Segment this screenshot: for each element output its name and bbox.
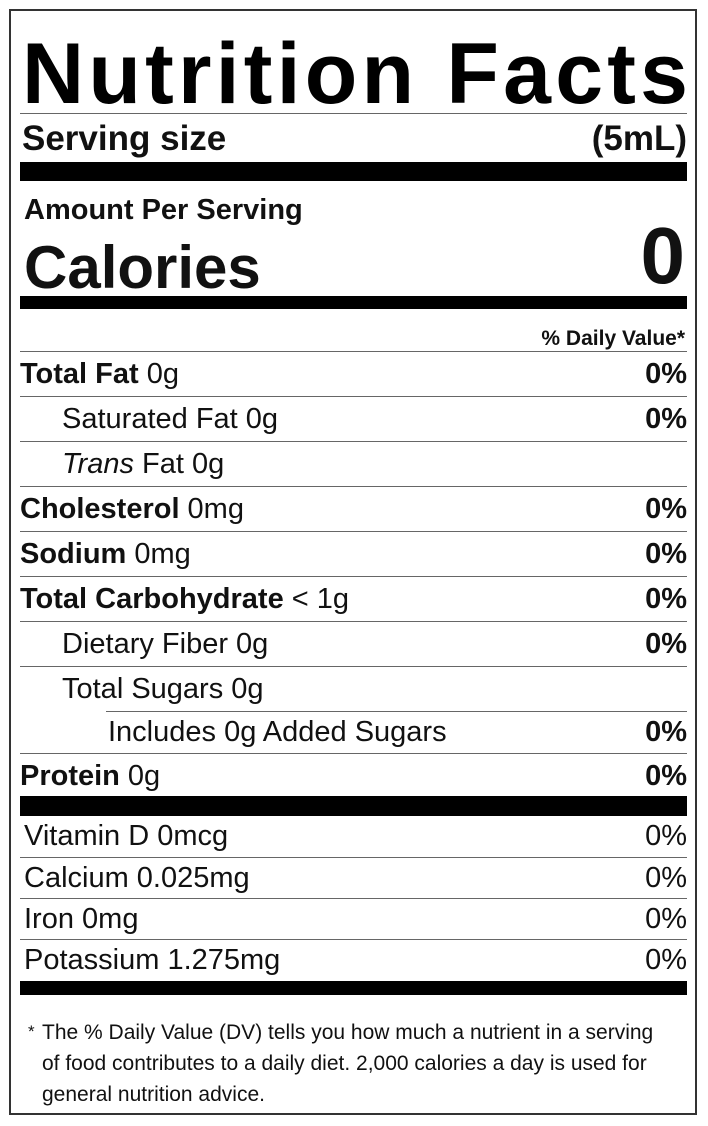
nutrient-row: Cholesterol 0mg 0%: [20, 486, 687, 531]
serving-label: Serving size: [22, 118, 227, 158]
nutrient-row: Total Sugars 0g: [20, 666, 687, 711]
title: Nutrition Facts: [22, 26, 688, 119]
nutrient-name: Total Fat: [20, 357, 139, 390]
vitamin-dv: 0%: [645, 820, 687, 852]
calories-value: 0: [640, 211, 686, 300]
nutrient-name: Cholesterol: [20, 492, 180, 525]
footnote-marker: *: [28, 1022, 35, 1041]
nutrient-row: Sodium 0mg 0%: [20, 531, 687, 576]
nutrient-name: Sodium: [20, 537, 127, 570]
sub-rule: Includes 0g Added Sugars 0%: [106, 711, 687, 753]
nutrient-row: Saturated Fat 0g 0%: [20, 396, 687, 441]
vitamin-dv: 0%: [645, 943, 687, 976]
vitamin-name: Calcium 0.025mg: [24, 861, 250, 894]
nutrient-amount: 0mg: [187, 492, 244, 525]
nutrient-name: Includes 0g Added Sugars: [108, 716, 447, 748]
serving-value: (5mL): [591, 118, 687, 158]
thick-rule: [20, 981, 687, 995]
nutrient-name: Protein: [20, 759, 120, 792]
title-svg: Nutrition Facts: [22, 26, 688, 119]
thick-rule: [20, 796, 687, 816]
nutrient-amount: 0g: [231, 672, 264, 705]
nutrient-row: Trans Fat 0g: [20, 441, 687, 486]
nutrient-dv: 0%: [645, 357, 687, 390]
nutrient-dv: 0%: [645, 402, 687, 435]
nutrient-amount: 0g: [146, 357, 179, 390]
thick-rule: [20, 162, 687, 181]
nutrient-name: Total Carbohydrate: [20, 582, 284, 615]
nutrient-name: Saturated Fat: [62, 402, 238, 435]
nutrient-row: Total Fat 0g 0%: [20, 351, 687, 396]
nutrient-amount: 0g: [245, 402, 278, 435]
vitamin-dv: 0%: [645, 902, 687, 935]
nutrient-row: Protein 0g 0%: [20, 753, 687, 798]
nutrient-amount: 0g: [127, 759, 161, 792]
vitamin-dv: 0%: [645, 861, 687, 894]
vitamin-row: Potassium 1.275mg 0%: [20, 939, 687, 980]
serving-row: Serving size (5mL): [20, 113, 687, 163]
footnote-text: The % Daily Value (DV) tells you how muc…: [42, 1021, 654, 1106]
nutrient-list: Total Fat 0g 0% Saturated Fat 0g 0% Trans Fat…: [20, 351, 687, 798]
nutrient-dv: 0%: [645, 627, 687, 660]
nutrient-amount: < 1g: [291, 582, 349, 615]
vitamin-row: Vitamin D 0mcg 0%: [20, 816, 687, 857]
nutrient-amount: 0mg: [134, 537, 191, 570]
nutrient-dv: 0%: [645, 716, 687, 748]
nutrient-dv: 0%: [645, 492, 687, 525]
nutrient-row: Dietary Fiber 0g 0%: [20, 621, 687, 666]
vitamin-row: Calcium 0.025mg 0%: [20, 857, 687, 898]
footnote: * The % Daily Value (DV) tells you how m…: [28, 1017, 665, 1110]
nutrient-amount: 0g: [236, 627, 269, 660]
calories-label: Calories: [24, 234, 261, 301]
title-box: Nutrition Facts: [20, 23, 688, 119]
nutrient-dv: 0%: [645, 582, 687, 615]
nutrient-row: Total Carbohydrate < 1g 0%: [20, 576, 687, 621]
dv-header: % Daily Value*: [541, 327, 685, 350]
nutrient-name: Dietary Fiber: [62, 627, 228, 660]
vitamin-name: Iron 0mg: [24, 902, 139, 935]
vitamin-name: Potassium 1.275mg: [24, 943, 281, 976]
thick-rule: [20, 296, 687, 309]
vitamin-name: Vitamin D 0mcg: [24, 820, 229, 852]
amount-per-serving: Amount Per Serving: [24, 194, 303, 226]
nutrient-amount: Fat 0g: [141, 447, 225, 480]
nutrient-dv: 0%: [645, 537, 687, 570]
nutrient-name: Trans: [62, 447, 134, 480]
nutrition-label: Nutrition Facts Serving size (5mL) Amoun…: [9, 9, 697, 1115]
nutrient-row: Includes 0g Added Sugars 0%: [106, 712, 687, 753]
vitamin-row: Iron 0mg 0%: [20, 898, 687, 939]
vitamin-list: Vitamin D 0mcg 0% Calcium 0.025mg 0% Iron …: [20, 816, 687, 980]
nutrient-name: Total Sugars: [62, 672, 224, 705]
nutrient-dv: 0%: [645, 759, 687, 792]
